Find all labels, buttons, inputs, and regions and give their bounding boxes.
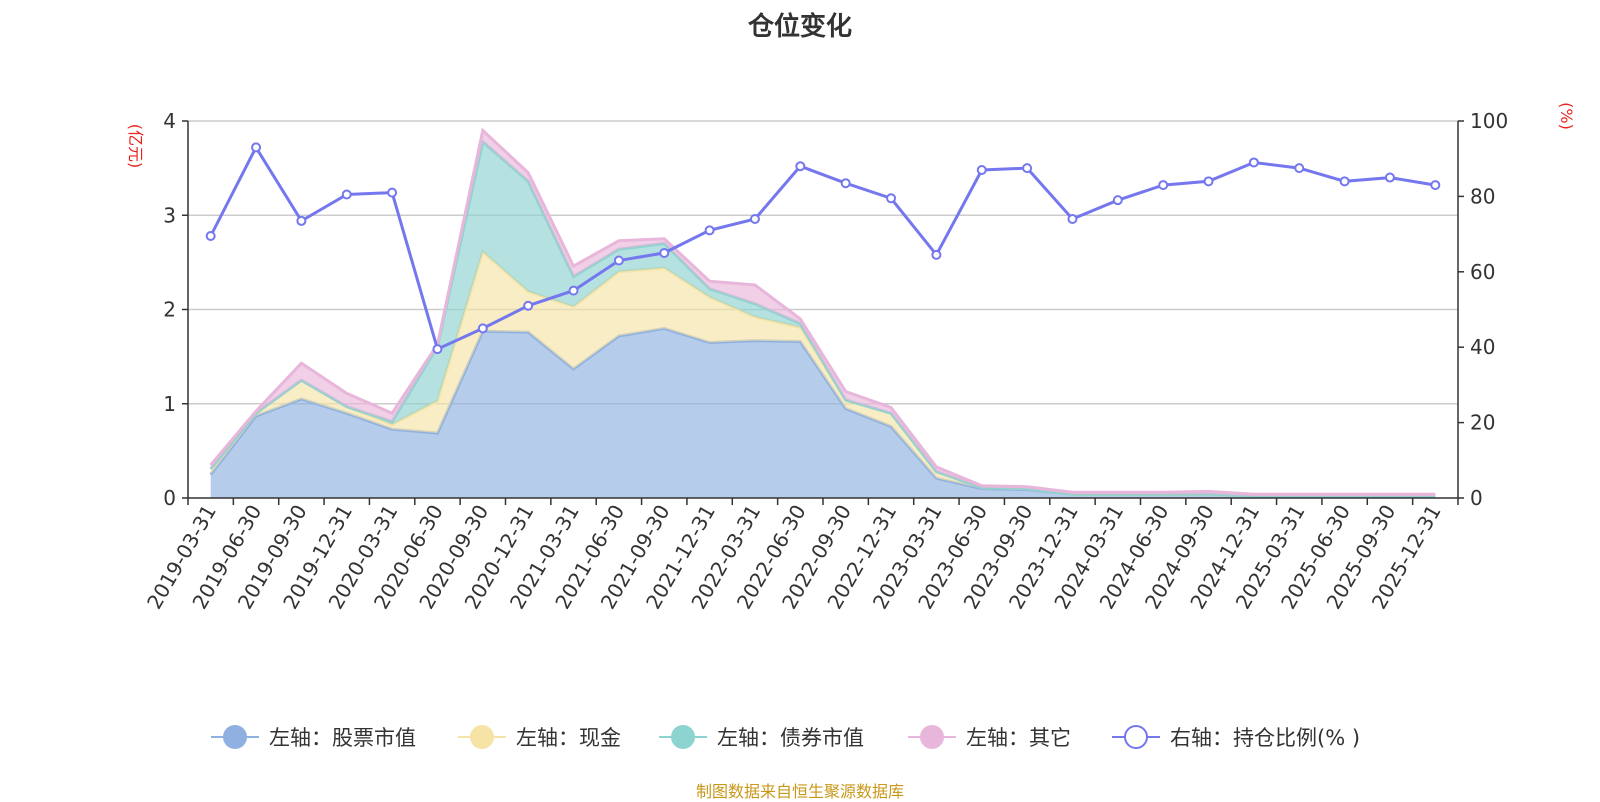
right-tick-label: 40 [1470, 335, 1495, 359]
ratio-point [477, 323, 488, 334]
ratio-point [795, 161, 806, 172]
ratio-point [1203, 176, 1214, 187]
ratio-point [886, 193, 897, 204]
ratio-point [613, 255, 624, 266]
legend-marker [1124, 725, 1148, 749]
ratio-point [523, 300, 534, 311]
right-tick-label: 100 [1470, 109, 1508, 133]
ratio-point [387, 187, 398, 198]
ratio-point [749, 214, 760, 225]
legend-marker [671, 725, 695, 749]
ratio-point [704, 225, 715, 236]
right-tick-label: 20 [1470, 411, 1495, 435]
left-tick-label: 2 [163, 298, 176, 322]
legend-label: 左轴：债券市值 [717, 726, 864, 750]
legend-label: 左轴：其它 [966, 726, 1071, 750]
legend-marker [223, 725, 247, 749]
legend-item: 左轴：现金 [458, 725, 621, 750]
ratio-point [976, 165, 987, 176]
right-axis-unit: (%) [1557, 102, 1576, 130]
ratio-point [251, 142, 262, 153]
ratio-point [1112, 195, 1123, 206]
legend-label: 右轴：持仓比例(% ) [1170, 726, 1360, 750]
legend-label: 左轴：股票市值 [269, 726, 416, 750]
ratio-point [659, 247, 670, 258]
ratio-point [1158, 180, 1169, 191]
ratio-point [341, 189, 352, 200]
legend-marker [920, 725, 944, 749]
left-tick-label: 0 [163, 486, 176, 510]
left-tick-label: 3 [163, 203, 176, 227]
ratio-point [1339, 176, 1350, 187]
ratio-point [1067, 214, 1078, 225]
stacked-areas [209, 127, 1436, 498]
ratio-point [296, 215, 307, 226]
area-3 [210, 141, 1436, 497]
ratio-point [1248, 157, 1259, 168]
legend: 左轴：股票市值 左轴：现金 左轴：债券市值 左轴：其它 右轴：持仓比例(% ) [211, 725, 1360, 750]
right-tick-label: 0 [1470, 486, 1483, 510]
left-tick-label: 4 [163, 109, 176, 133]
ratio-point [568, 285, 579, 296]
legend-label: 左轴：现金 [516, 726, 621, 750]
ratio-point [931, 249, 942, 260]
chart-title: 仓位变化 [747, 12, 852, 42]
ratio-point [1022, 163, 1033, 174]
right-tick-label: 80 [1470, 184, 1495, 208]
ratio-point [1294, 163, 1305, 174]
area-1 [210, 328, 1436, 498]
ratio-point [205, 230, 216, 241]
legend-item: 左轴：股票市值 [211, 725, 416, 750]
legend-item: 左轴：其它 [908, 725, 1071, 750]
left-tick-label: 1 [163, 392, 176, 416]
ratio-line [205, 142, 1441, 355]
area-edge-4 [209, 127, 1436, 496]
legend-marker [470, 725, 494, 749]
ratio-point [1430, 180, 1441, 191]
ratio-point [840, 178, 851, 189]
legend-item: 左轴：债券市值 [659, 725, 864, 750]
right-tick-label: 60 [1470, 260, 1495, 284]
left-axis-unit: (亿元) [126, 124, 145, 169]
ratio-point [432, 344, 443, 355]
legend-item: 右轴：持仓比例(% ) [1112, 725, 1360, 750]
source-footer: 制图数据来自恒生聚源数据库 [695, 782, 904, 801]
ratio-line-path [209, 144, 1436, 352]
ratio-point [1384, 172, 1395, 183]
